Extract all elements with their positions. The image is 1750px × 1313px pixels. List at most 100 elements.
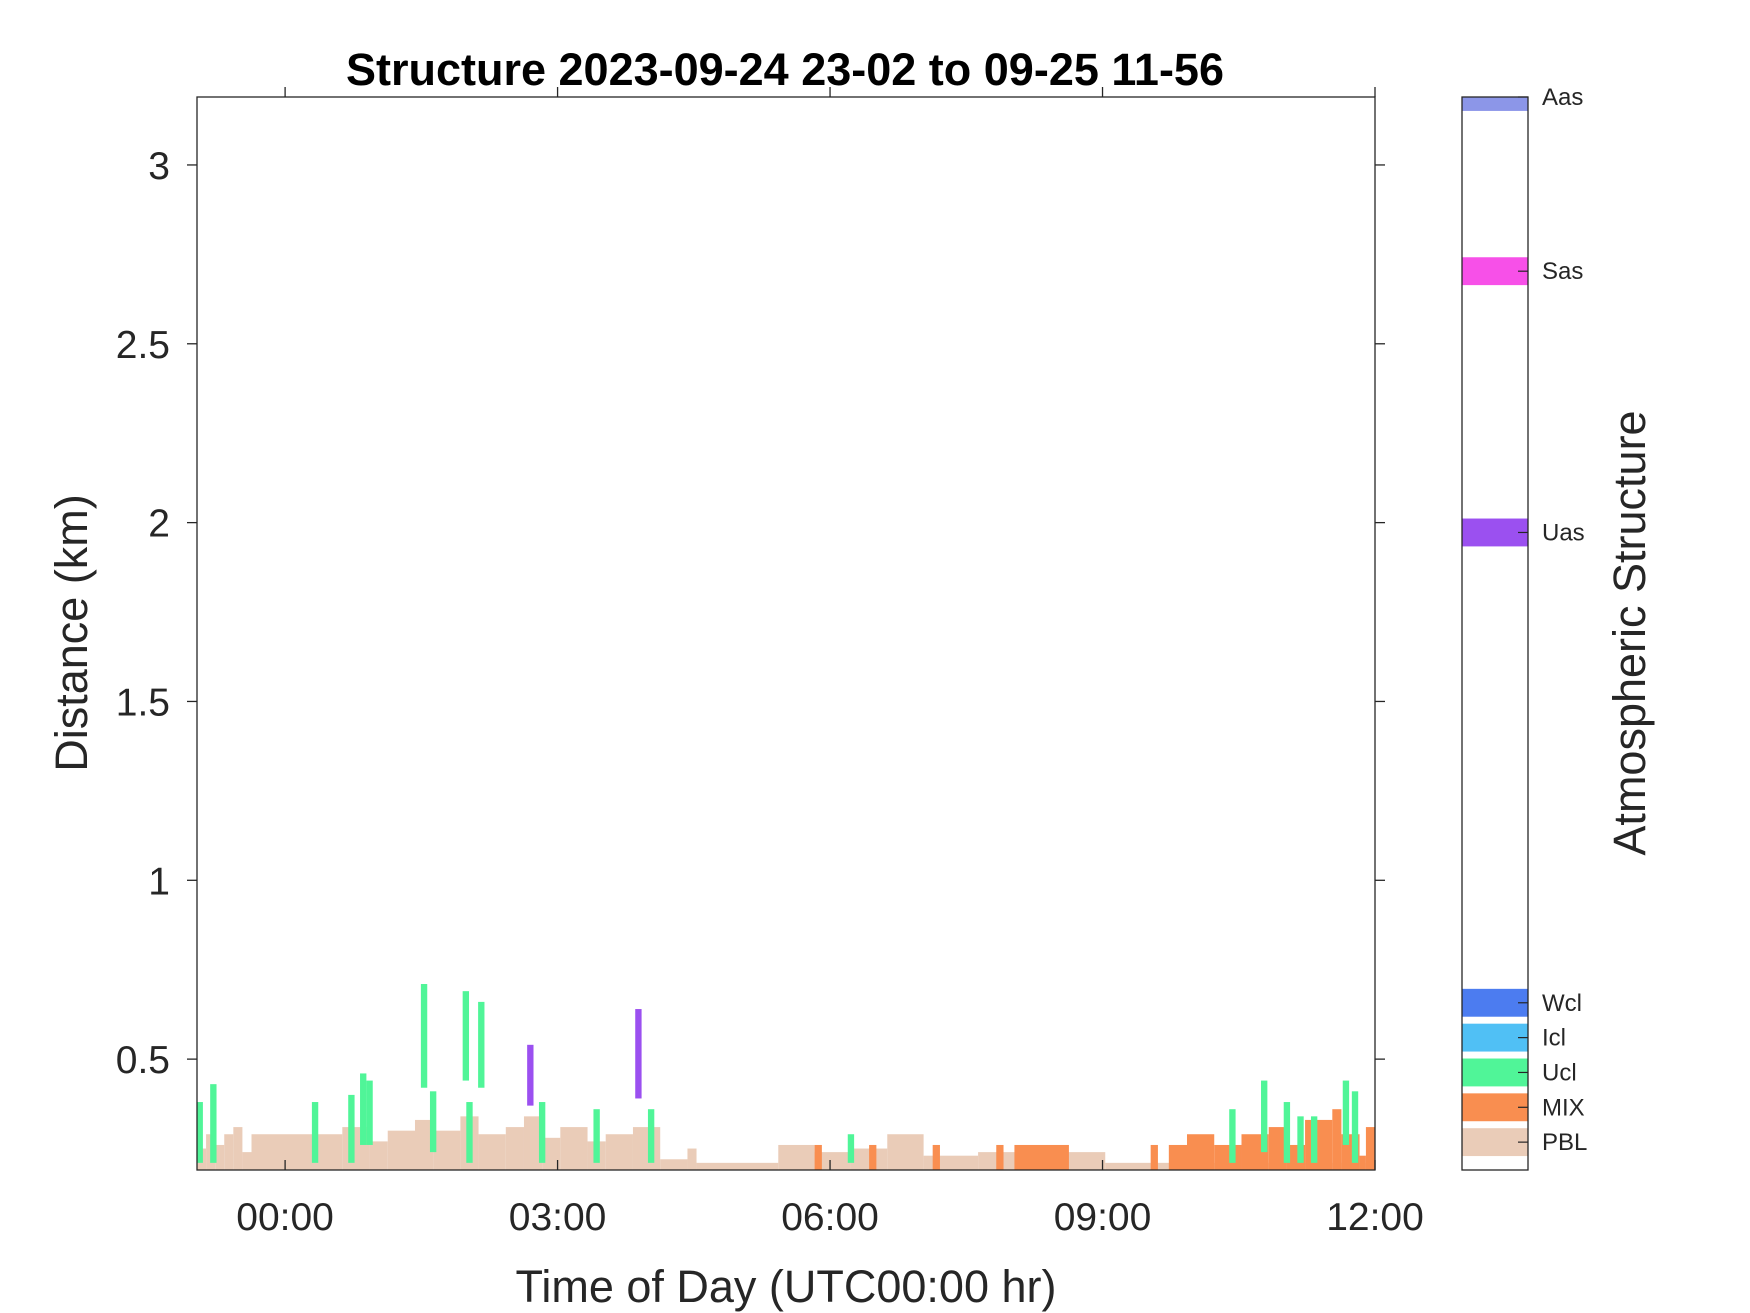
y-tick-label: 1 — [148, 860, 170, 903]
colorbar-swatch-sas — [1462, 257, 1528, 286]
colorbar-tick-label: MIX — [1542, 1094, 1585, 1121]
mix-bar — [1332, 1109, 1342, 1170]
colorbar-tick-label: PBL — [1542, 1129, 1587, 1156]
x-tick-label: 12:00 — [1326, 1196, 1424, 1239]
colorbar-tick-label: Ucl — [1542, 1059, 1577, 1086]
colorbar-tick-label: Aas — [1542, 84, 1583, 111]
ucl-segment — [647, 1109, 655, 1163]
mix-bar — [1214, 1144, 1242, 1170]
colorbar-tick-label: Uas — [1542, 519, 1585, 546]
colorbar-swatch-pbl — [1462, 1128, 1528, 1157]
y-axis: 0.5 1 1.5 2 2.5 3 — [116, 145, 1385, 1082]
x-tick-label: 09:00 — [1054, 1196, 1152, 1239]
cloud-layer-group — [196, 984, 1359, 1163]
chart-title: Structure 2023-09-24 23-02 to 09-25 11-5… — [346, 44, 1224, 95]
ucl-segment — [1283, 1102, 1291, 1163]
y-tick-label: 2 — [148, 503, 170, 546]
pbl-bar — [887, 1134, 924, 1170]
pbl-bar — [523, 1116, 543, 1170]
colorbar-swatch-wcl — [1462, 988, 1528, 1017]
colorbar-swatch-mix — [1462, 1093, 1528, 1122]
mix-bar — [1305, 1119, 1333, 1170]
mix-bar — [1186, 1134, 1215, 1170]
plot-area — [196, 96, 1376, 1171]
mix-bar — [1014, 1144, 1069, 1170]
x-axis: 00:00 03:00 06:00 09:00 12:00 — [236, 87, 1424, 1239]
x-tick-label: 03:00 — [509, 1196, 607, 1239]
y-tick-label: 3 — [148, 145, 170, 188]
y-axis-label: Distance (km) — [46, 494, 97, 772]
plot-frame — [196, 96, 1376, 1171]
ucl-segment — [366, 1080, 373, 1145]
pbl-bar — [542, 1137, 561, 1170]
ucl-segment — [196, 1102, 203, 1163]
colorbar-tick-label: Sas — [1542, 258, 1583, 285]
pbl-bar — [560, 1127, 588, 1170]
pbl-layer-group — [197, 1116, 1375, 1170]
uas-segment — [527, 1044, 534, 1106]
ucl-segment — [1229, 1109, 1236, 1163]
mix-bar — [932, 1144, 940, 1170]
ucl-segment — [593, 1109, 600, 1163]
colorbar-label: Atmospheric Structure — [1604, 410, 1655, 855]
ucl-segment — [847, 1134, 855, 1163]
colorbar: PBL MIX Ucl Icl Wcl Uas Sas Aas — [1461, 84, 1587, 1171]
colorbar-frame — [1461, 96, 1529, 1171]
ucl-segment — [348, 1094, 355, 1163]
x-tick-label: 06:00 — [781, 1196, 879, 1239]
ucl-segment — [1310, 1116, 1318, 1163]
mix-bar — [869, 1144, 877, 1170]
pbl-bar — [660, 1159, 688, 1170]
ucl-segment — [538, 1102, 546, 1163]
pbl-bar — [923, 1155, 979, 1170]
pbl-bar — [814, 1152, 851, 1170]
ucl-segment — [478, 1001, 485, 1088]
mix-bar — [1168, 1144, 1187, 1170]
pbl-bar — [687, 1148, 697, 1170]
colorbar-swatch-uas — [1462, 518, 1528, 547]
y-tick-label: 2.5 — [116, 324, 170, 367]
pbl-bar — [242, 1152, 252, 1170]
pbl-bar — [387, 1130, 415, 1170]
ucl-segment — [429, 1091, 437, 1153]
ucl-segment — [466, 1102, 473, 1163]
pbl-bar — [433, 1130, 461, 1170]
pbl-bar — [696, 1162, 779, 1170]
pbl-bar — [215, 1144, 225, 1170]
ucl-segment — [462, 991, 470, 1081]
x-axis-label: Time of Day (UTC00:00 hr) — [516, 1261, 1057, 1312]
colorbar-tick-label: Wcl — [1542, 990, 1582, 1017]
pbl-bar — [233, 1127, 243, 1170]
mix-bar — [1268, 1127, 1287, 1170]
y-tick-label: 1.5 — [116, 681, 170, 724]
colorbar-tick-label: Icl — [1542, 1025, 1566, 1052]
pbl-bar — [605, 1134, 633, 1170]
x-tick-label: 00:00 — [236, 1196, 334, 1239]
mix-bar — [814, 1144, 822, 1170]
mix-bar — [1150, 1144, 1158, 1170]
pbl-bar — [632, 1127, 661, 1170]
mix-bar — [1365, 1127, 1375, 1170]
mix-bar — [1359, 1155, 1366, 1170]
uas-segment — [635, 1009, 642, 1099]
pbl-bar — [369, 1141, 388, 1170]
pbl-bar — [778, 1144, 815, 1170]
colorbar-swatch-icl — [1462, 1023, 1528, 1052]
ucl-segment — [1351, 1091, 1359, 1163]
ucl-segment — [360, 1073, 367, 1145]
ucl-segment — [311, 1102, 319, 1163]
pbl-bar — [224, 1134, 234, 1170]
pbl-bar — [505, 1127, 524, 1170]
ucl-segment — [1342, 1080, 1350, 1145]
plot-background — [197, 97, 1375, 1170]
colorbar-swatch-aas — [1462, 97, 1528, 111]
pbl-bar — [414, 1119, 434, 1170]
ucl-segment — [1261, 1080, 1268, 1153]
pbl-bar — [251, 1134, 343, 1170]
ucl-segment — [1297, 1116, 1304, 1163]
ucl-segment — [210, 1084, 217, 1163]
mix-bar — [996, 1144, 1004, 1170]
pbl-bar — [478, 1134, 506, 1170]
y-tick-label: 0.5 — [116, 1039, 170, 1082]
